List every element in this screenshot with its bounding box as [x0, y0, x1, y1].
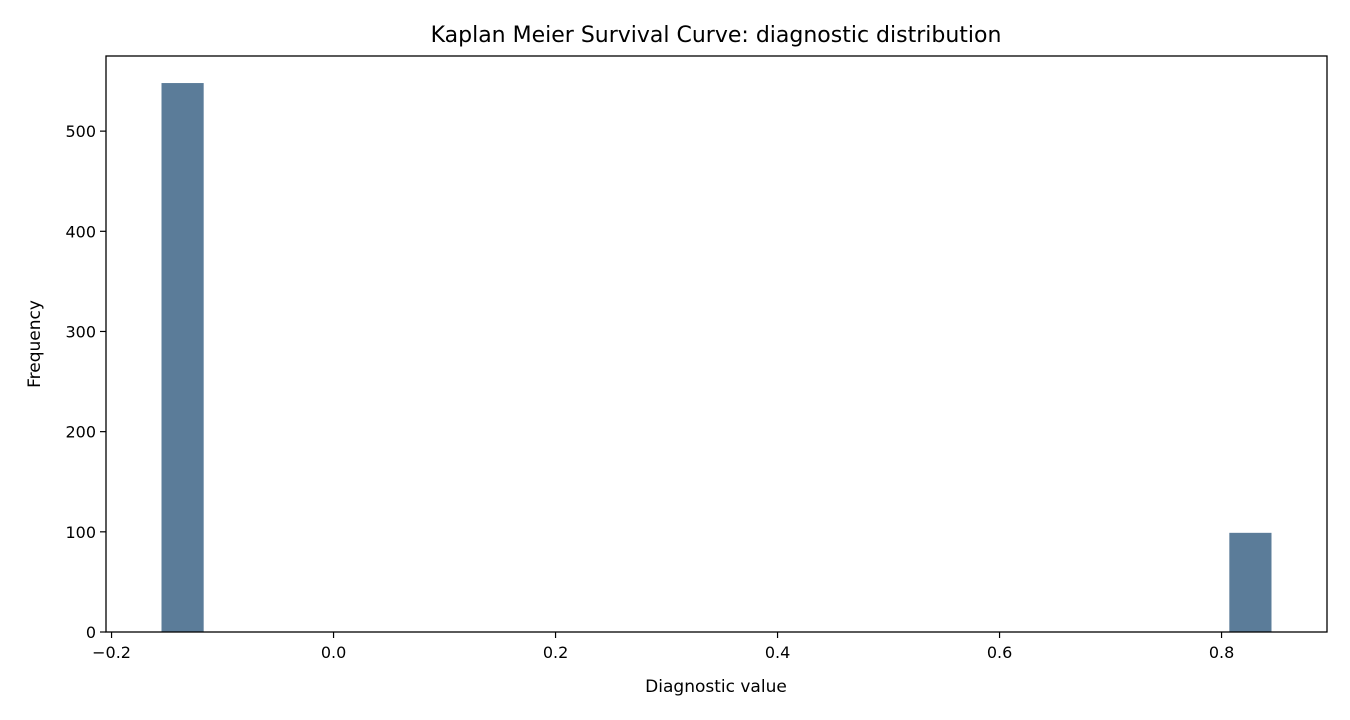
- y-tick-label: 200: [65, 423, 96, 442]
- y-tick-label: 400: [65, 222, 96, 241]
- y-axis: 0 100 200 300 400 500: [65, 122, 106, 642]
- x-tick-label: 0.8: [1209, 643, 1234, 662]
- x-tick-label: 0.4: [765, 643, 790, 662]
- y-tick-label: 500: [65, 122, 96, 141]
- plot-frame: [105, 55, 1328, 633]
- x-axis: −0.2 0.0 0.2 0.4 0.6 0.8: [92, 632, 1234, 662]
- y-axis-label: Frequency: [25, 300, 45, 388]
- x-tick-label: 0.0: [321, 643, 346, 662]
- histogram-bar-1: [1229, 532, 1272, 632]
- x-axis-label: Diagnostic value: [645, 677, 787, 697]
- y-tick-label: 100: [65, 523, 96, 542]
- bars-group: [161, 83, 1272, 633]
- histogram-bar-0: [161, 83, 204, 633]
- x-tick-label: 0.2: [543, 643, 568, 662]
- x-tick-label: −0.2: [92, 643, 131, 662]
- y-tick-label: 300: [65, 322, 96, 341]
- x-tick-label: 0.6: [987, 643, 1012, 662]
- y-tick-label: 0: [86, 623, 96, 642]
- chart-title: Kaplan Meier Survival Curve: diagnostic …: [431, 23, 1002, 48]
